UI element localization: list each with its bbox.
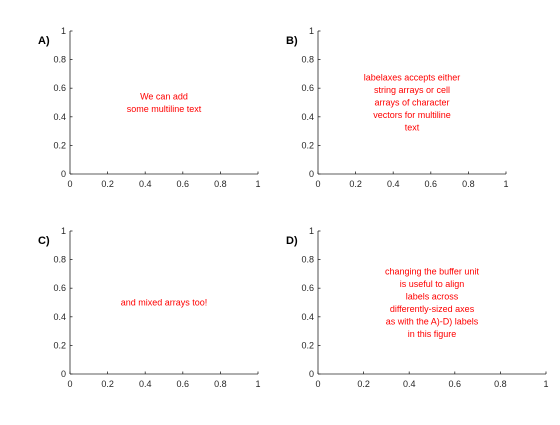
x-tick-label-b: 0.6: [425, 179, 438, 189]
x-tick-label-b: 1: [503, 179, 508, 189]
x-tick-label-b: 0: [315, 179, 320, 189]
y-tick-label-b: 0.4: [301, 112, 314, 122]
annotation-line-d: as with the A)-D) labels: [386, 316, 479, 326]
x-tick-label-b: 0.4: [387, 179, 400, 189]
y-tick-label-b: 0.6: [301, 83, 314, 93]
x-tick-label-b: 0.8: [462, 179, 475, 189]
annotation-line-b: arrays of character: [374, 98, 449, 108]
y-tick-label-c: 0.2: [53, 340, 66, 350]
y-tick-label-c: 1: [61, 226, 66, 236]
y-tick-label-c: 0: [61, 369, 66, 379]
annotation-line-d: labels across: [406, 291, 459, 301]
panel-label-a: A): [38, 35, 50, 47]
y-tick-label-a: 1: [61, 26, 66, 36]
annotation-line-d: in this figure: [408, 329, 457, 339]
x-tick-label-d: 0.2: [357, 379, 370, 389]
x-tick-label-d: 0: [315, 379, 320, 389]
y-tick-label-d: 0: [309, 369, 314, 379]
x-tick-label-c: 1: [255, 379, 260, 389]
panel-c: 0 0.2 0.4 0.6 0.8 1 0 0.2 0.4 0.6 0.8 1 C) and mixed …: [38, 226, 261, 389]
x-tick-label-c: 0.4: [139, 379, 152, 389]
annotation-line-c: and mixed arrays too!: [121, 298, 208, 308]
y-tick-label-a: 0.2: [53, 140, 66, 150]
y-tick-label-c: 0.8: [53, 255, 66, 265]
annotation-line-d: differently-sized axes: [390, 304, 475, 314]
y-tick-label-c: 0.6: [53, 283, 66, 293]
annotation-line-b: text: [405, 123, 420, 133]
y-tick-label-d: 0.6: [301, 283, 314, 293]
x-tick-label-d: 0.6: [449, 379, 462, 389]
y-tick-label-d: 0.8: [301, 255, 314, 265]
annotation-line-b: labelaxes accepts either: [364, 73, 461, 83]
y-tick-label-b: 0.2: [301, 140, 314, 150]
x-tick-label-c: 0: [67, 379, 72, 389]
y-tick-label-d: 1: [309, 226, 314, 236]
x-tick-label-a: 1: [255, 179, 260, 189]
y-tick-label-a: 0.4: [53, 112, 66, 122]
x-tick-label-d: 0.8: [494, 379, 507, 389]
panel-d: 0 0.2 0.4 0.6 0.8 1 0 0.2 0.4 0.6 0.8 1 D) changing t…: [286, 226, 549, 389]
x-tick-label-a: 0.4: [139, 179, 152, 189]
annotation-line-d: changing the buffer unit: [385, 266, 479, 276]
x-tick-label-a: 0.2: [101, 179, 114, 189]
panel-label-c: C): [38, 235, 50, 247]
y-tick-label-b: 0: [309, 169, 314, 179]
annotation-line-a: We can add: [140, 91, 188, 101]
y-tick-label-a: 0.6: [53, 83, 66, 93]
x-tick-label-a: 0.8: [214, 179, 227, 189]
y-tick-label-b: 1: [309, 26, 314, 36]
annotation-line-b: string arrays or cell: [374, 85, 450, 95]
x-tick-label-c: 0.2: [101, 379, 114, 389]
panel-label-b: B): [286, 35, 298, 47]
annotation-line-d: is useful to align: [400, 279, 465, 289]
x-tick-label-a: 0.6: [177, 179, 190, 189]
annotation-line-a: some multiline text: [127, 104, 202, 114]
x-tick-label-d: 0.4: [403, 379, 416, 389]
y-tick-label-d: 0.4: [301, 312, 314, 322]
y-tick-label-a: 0.8: [53, 55, 66, 65]
x-tick-label-c: 0.6: [177, 379, 190, 389]
x-tick-label-b: 0.2: [349, 179, 362, 189]
x-tick-label-c: 0.8: [214, 379, 227, 389]
panel-b: 0 0.2 0.4 0.6 0.8 1 0 0.2 0.4 0.6 0.8 1 B) labelaxes …: [286, 26, 509, 189]
annotation-line-b: vectors for multiline: [373, 110, 451, 120]
y-tick-label-d: 0.2: [301, 340, 314, 350]
panel-label-d: D): [286, 235, 298, 247]
y-tick-label-c: 0.4: [53, 312, 66, 322]
y-tick-label-a: 0: [61, 169, 66, 179]
panel-a: 0 0.2 0.4 0.6 0.8 1 0 0.2 0.4 0.6 0.8 1 A) We can add…: [38, 26, 261, 189]
x-tick-label-d: 1: [543, 379, 548, 389]
x-tick-label-a: 0: [67, 179, 72, 189]
y-tick-label-b: 0.8: [301, 55, 314, 65]
